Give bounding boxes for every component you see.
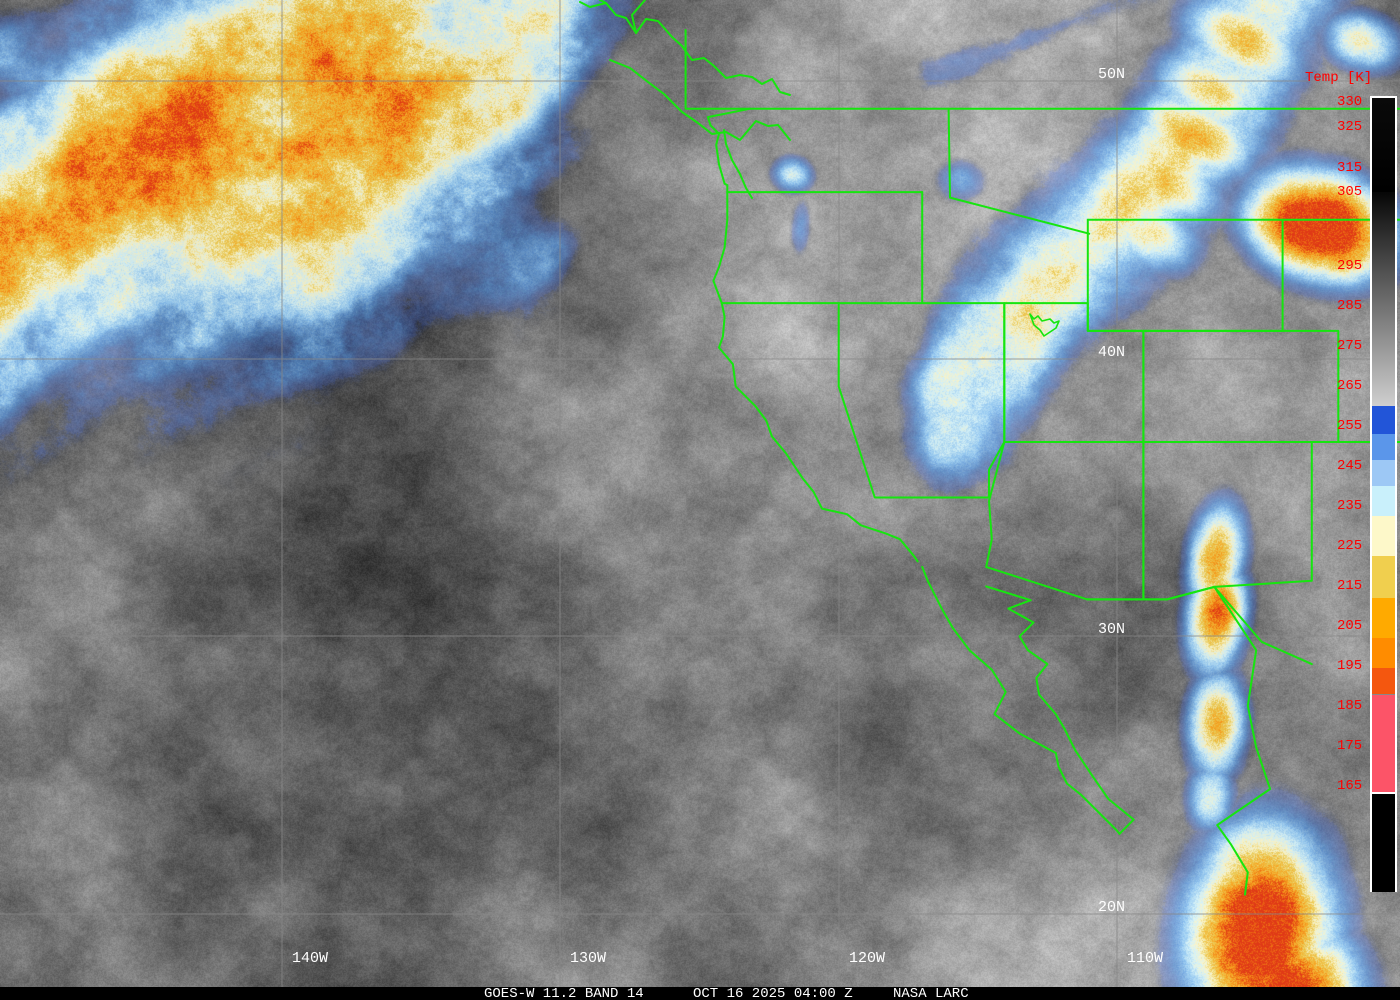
svg-text:315: 315 bbox=[1337, 160, 1362, 176]
svg-text:285: 285 bbox=[1337, 298, 1362, 314]
svg-text:50N: 50N bbox=[1098, 66, 1125, 83]
svg-text:30N: 30N bbox=[1098, 621, 1125, 638]
svg-text:20N: 20N bbox=[1098, 899, 1125, 916]
svg-text:215: 215 bbox=[1337, 578, 1362, 594]
svg-text:Temp [K]: Temp [K] bbox=[1305, 70, 1372, 86]
svg-text:245: 245 bbox=[1337, 458, 1362, 474]
svg-text:330: 330 bbox=[1337, 94, 1362, 110]
svg-text:205: 205 bbox=[1337, 618, 1362, 634]
svg-text:140W: 140W bbox=[292, 950, 328, 967]
svg-text:130W: 130W bbox=[570, 950, 606, 967]
svg-text:305: 305 bbox=[1337, 184, 1362, 200]
svg-text:185: 185 bbox=[1337, 698, 1362, 714]
svg-text:275: 275 bbox=[1337, 338, 1362, 354]
svg-text:225: 225 bbox=[1337, 538, 1362, 554]
svg-text:195: 195 bbox=[1337, 658, 1362, 674]
svg-text:GOES-W 11.2 BAND 14: GOES-W 11.2 BAND 14 bbox=[484, 986, 644, 1000]
svg-text:265: 265 bbox=[1337, 378, 1362, 394]
svg-text:165: 165 bbox=[1337, 778, 1362, 794]
svg-text:120W: 120W bbox=[849, 950, 885, 967]
svg-text:175: 175 bbox=[1337, 738, 1362, 754]
svg-text:40N: 40N bbox=[1098, 344, 1125, 361]
svg-text:110W: 110W bbox=[1127, 950, 1163, 967]
svg-text:255: 255 bbox=[1337, 418, 1362, 434]
svg-text:OCT 16 2025 04:00 Z: OCT 16 2025 04:00 Z bbox=[693, 986, 853, 1000]
svg-text:295: 295 bbox=[1337, 258, 1362, 274]
svg-text:235: 235 bbox=[1337, 498, 1362, 514]
svg-text:325: 325 bbox=[1337, 119, 1362, 135]
svg-text:NASA LARC: NASA LARC bbox=[893, 986, 969, 1000]
